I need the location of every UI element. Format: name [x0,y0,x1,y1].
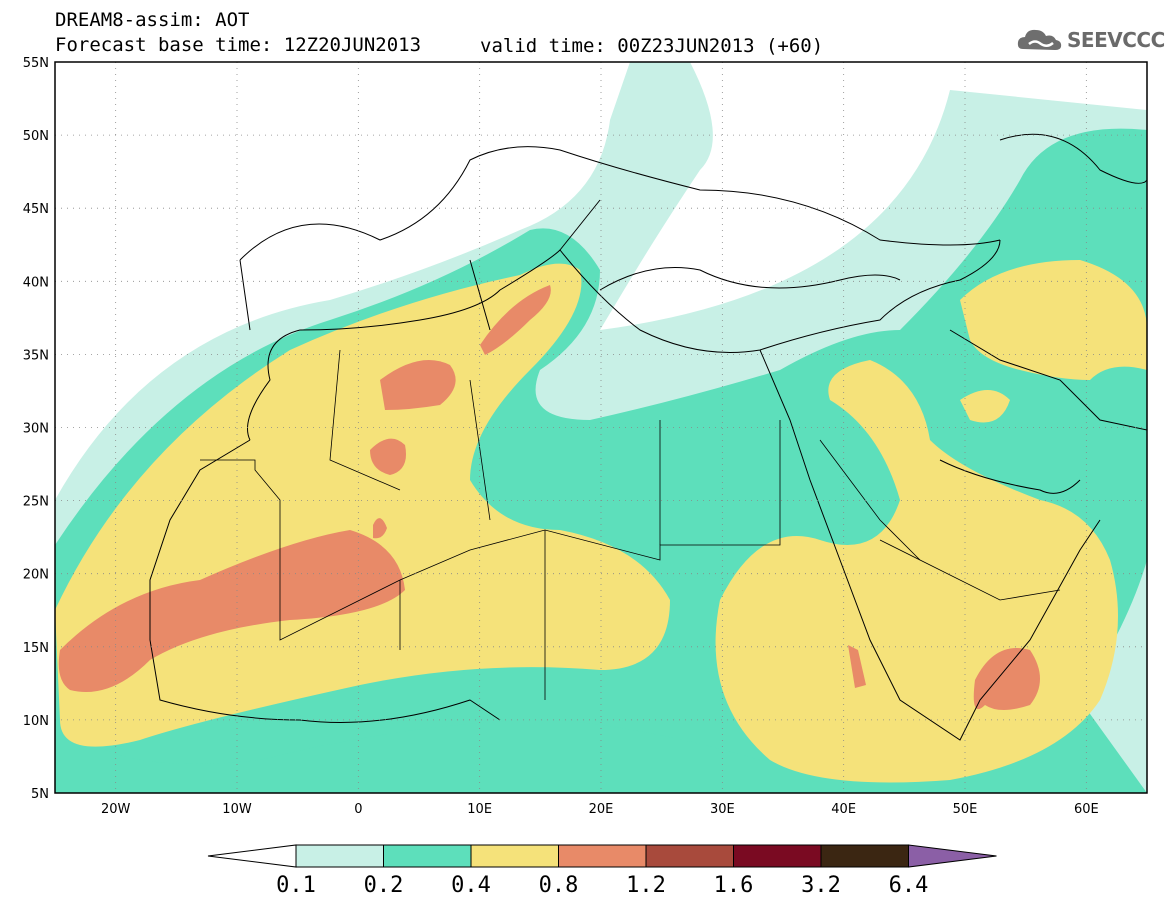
colorbar-label: 3.2 [801,873,841,898]
forecast-base-time: Forecast base time: 12Z20JUN2013 [55,34,422,56]
colorbar-cell [733,844,822,868]
longitude-labels: 20W 10W 0 10E 20E 30E 40E 50E 60E [101,802,1099,817]
lon-label: 20W [101,802,131,817]
aot-map: 55N 50N 45N 40N 35N 30N 25N 20N 15N 10N 5N 20W 10W 0… [23,56,1148,817]
plot-frame [54,61,1148,794]
lon-label: 30E [710,802,735,817]
colorbar-cell [295,844,384,868]
logo-text: SEEVCCC [1067,28,1165,52]
lat-label: 30N [23,422,49,437]
colorbar-boxes [207,844,997,868]
coastlines [149,133,1147,741]
lat-label: 10N [23,714,49,729]
colorbar-label: 0.1 [276,873,316,898]
seevccc-logo: SEEVCCC [1015,25,1165,55]
country-borders [200,349,1061,700]
lon-label: 50E [953,802,978,817]
colorbar-underflow-triangle [207,844,297,868]
colorbar-cell [558,844,647,868]
colorbar-label: 0.4 [451,873,491,898]
lon-label: 20E [589,802,614,817]
colorbar-label: 6.4 [889,873,929,898]
colorbar-label: 1.2 [626,873,666,898]
lat-label: 35N [23,348,49,363]
colorbar-label: 1.6 [714,873,754,898]
lat-label: 5N [31,787,49,802]
lat-label: 50N [23,129,49,144]
colorbar-cell [820,844,909,868]
aot-band-0.8 [58,285,1040,710]
colorbar-label: 0.2 [364,873,404,898]
lat-label: 15N [23,641,49,656]
colorbar-overflow-triangle [908,844,997,868]
lat-label: 25N [23,495,49,510]
graticule [55,62,1147,793]
lon-label: 10E [467,802,492,817]
valid-time: valid time: 00Z23JUN2013 (+60) [480,35,824,57]
lat-label: 45N [23,202,49,217]
colorbar-cell [470,844,559,868]
lon-label: 0 [354,802,362,817]
lat-label: 55N [23,56,49,71]
map-title: DREAM8-assim: AOT [55,9,250,31]
colorbar-cell [645,844,734,868]
colorbar-cell [383,844,472,868]
cloud-icon [1017,29,1062,50]
colorbar-labels: 0.1 0.2 0.4 0.8 1.2 1.6 3.2 6.4 [276,873,928,898]
lon-label: 40E [831,802,856,817]
lat-label: 40N [23,275,49,290]
colorbar-label: 0.8 [539,873,579,898]
lon-label: 60E [1074,802,1099,817]
lat-label: 20N [23,568,49,583]
lon-label: 10W [222,802,252,817]
latitude-labels: 55N 50N 45N 40N 35N 30N 25N 20N 15N 10N 5N [23,56,49,802]
